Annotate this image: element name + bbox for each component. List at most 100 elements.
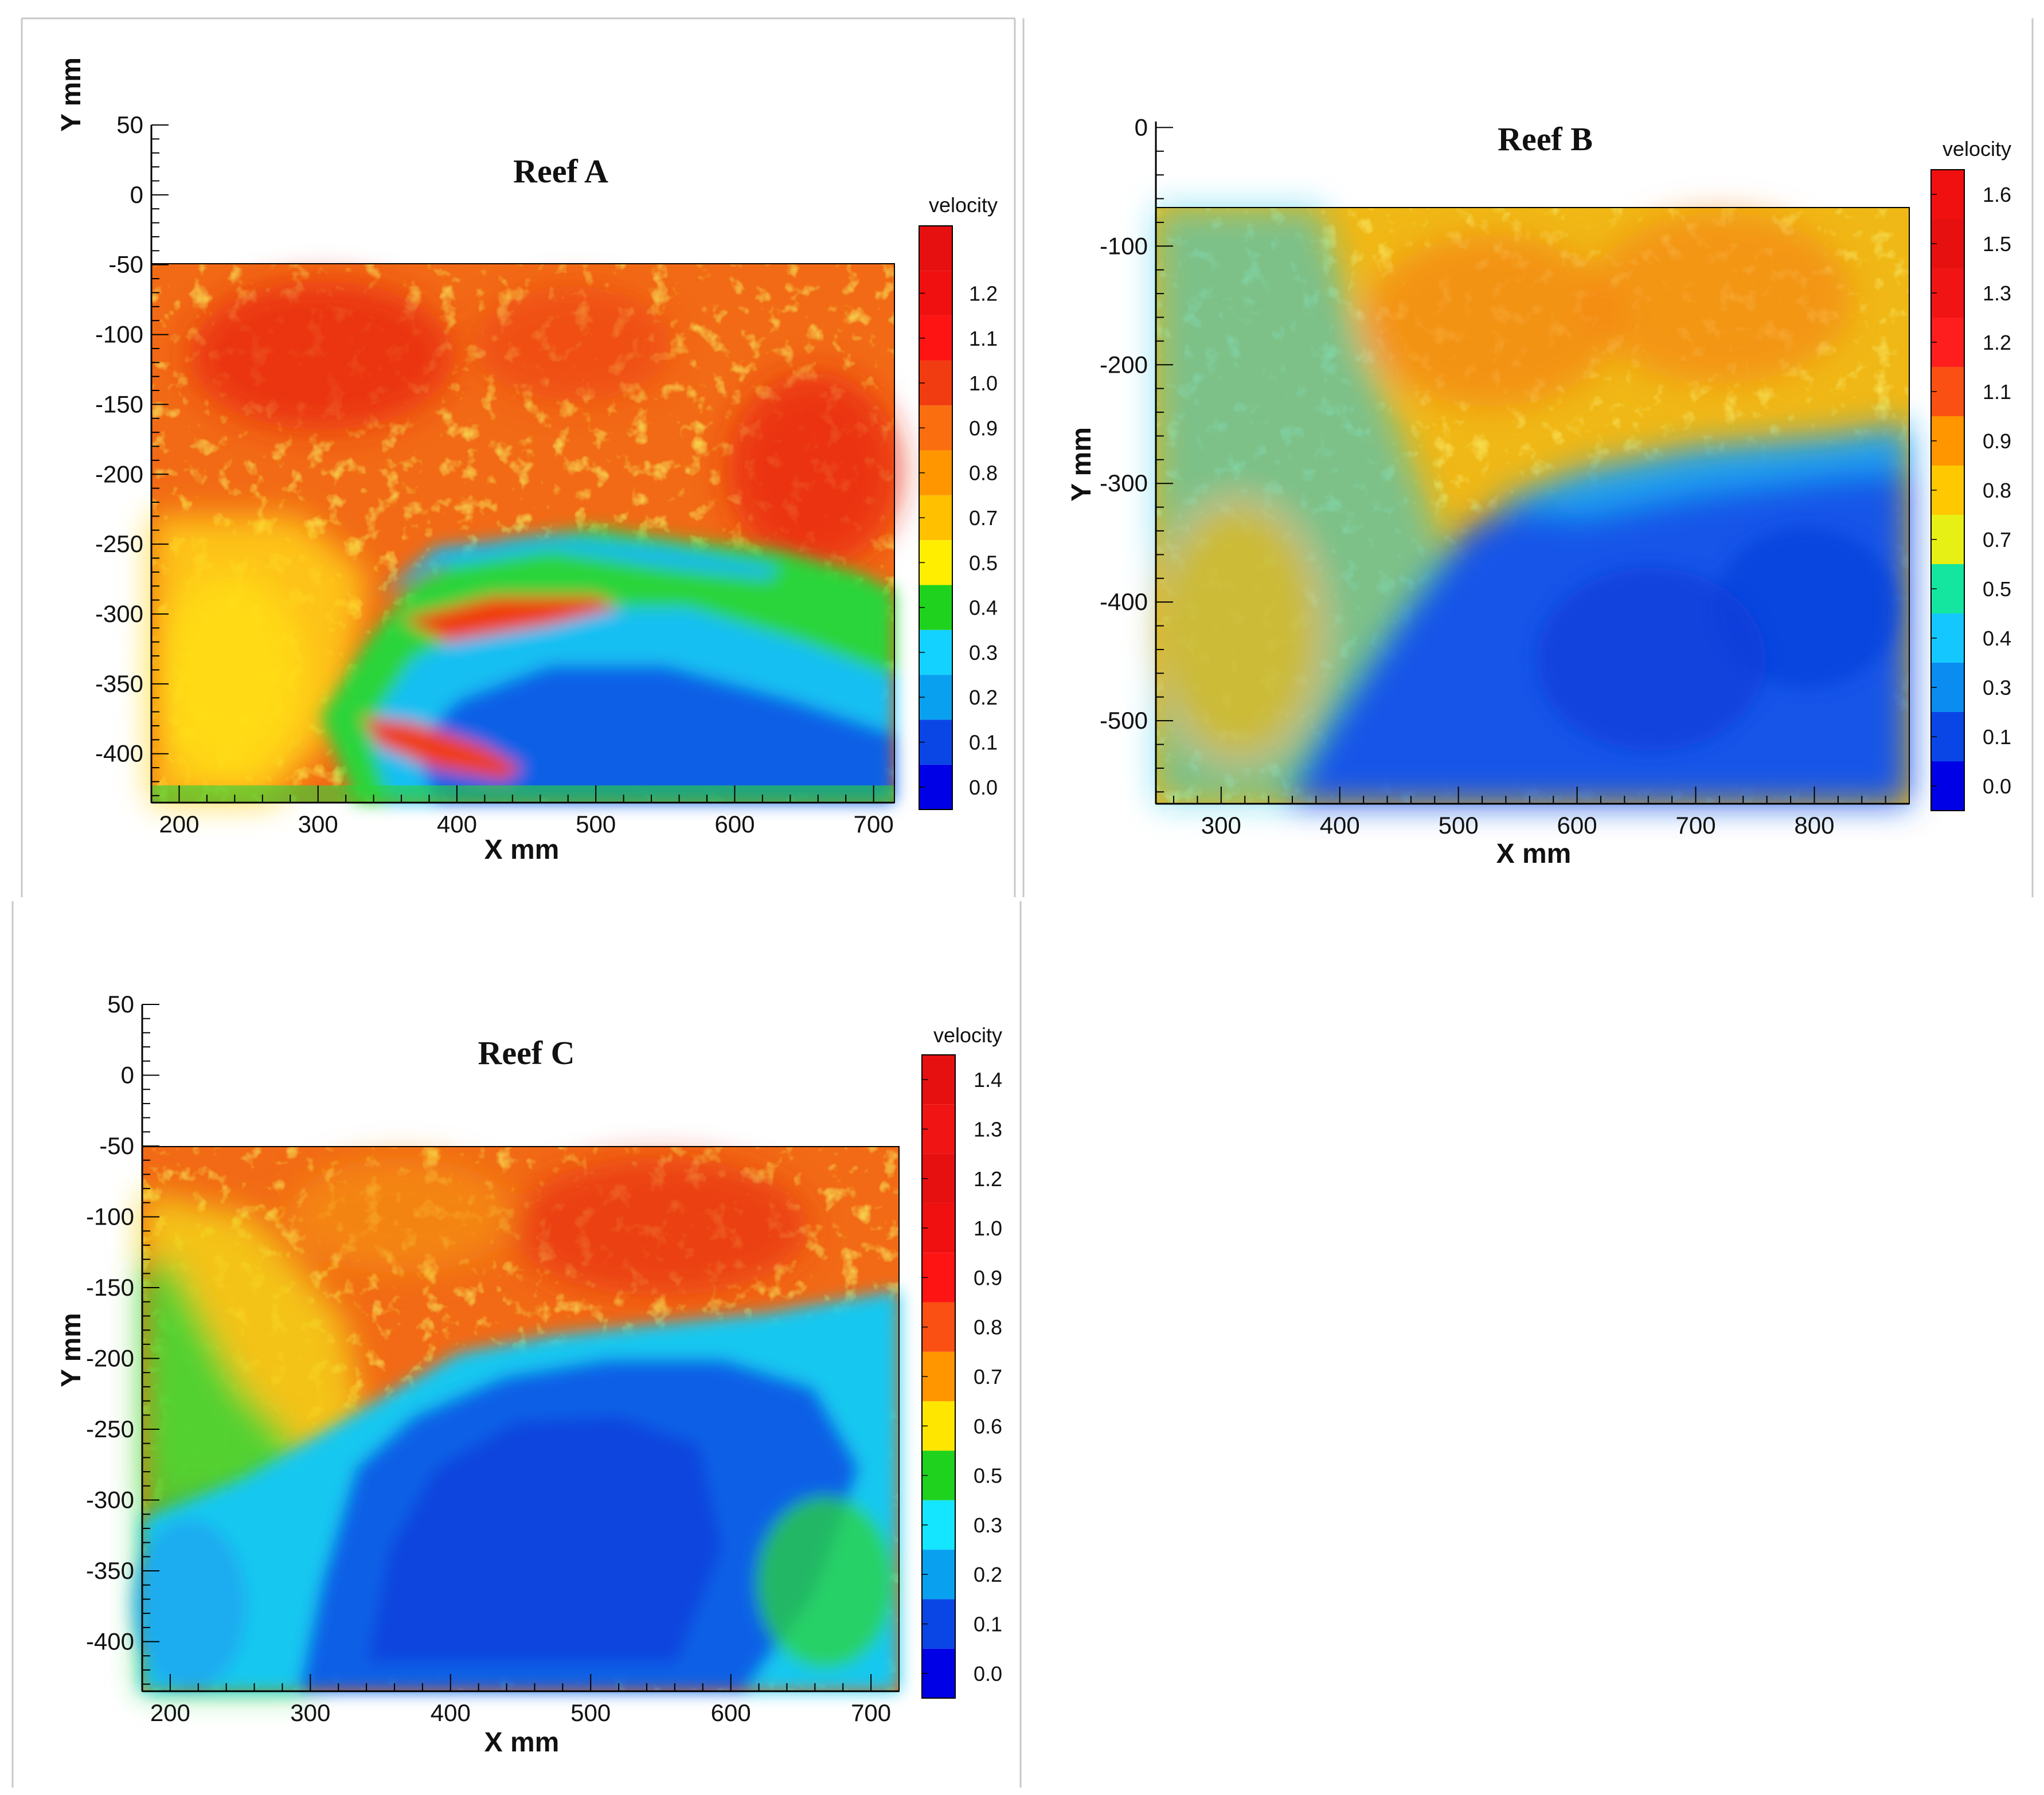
colorbar-label: 0.5 — [974, 1464, 1002, 1488]
y-tick-label: -100 — [95, 321, 143, 348]
y-tick-label: 0 — [1135, 114, 1148, 140]
colorbar-label: 1.3 — [974, 1117, 1002, 1141]
colorbar-label: 0.4 — [969, 596, 998, 620]
x-tick-label: 800 — [1794, 812, 1834, 839]
y-axis-label: Y mm — [1066, 427, 1097, 502]
colorbar-label: 1.3 — [1983, 281, 2011, 305]
axes-reef-b: 0 -100 -200 -300 -400 -500 300 400 500 600 700 800 — [1100, 114, 1910, 839]
colorbar-label: 0.9 — [1983, 429, 2011, 453]
colorbar-label: 0.5 — [969, 551, 998, 574]
y-tick-label: -100 — [86, 1203, 134, 1230]
y-tick-label: 0 — [121, 1062, 134, 1089]
x-axis-label: X mm — [484, 835, 560, 865]
colorbar-label: 0.5 — [1983, 577, 2011, 601]
y-tick-label: -400 — [1100, 588, 1148, 615]
x-tick-label: 500 — [1439, 812, 1479, 839]
x-tick-label: 700 — [854, 811, 894, 838]
colorbar-label: 1.0 — [969, 371, 998, 395]
colorbar-label: 0.2 — [974, 1563, 1002, 1586]
y-tick-label: -150 — [86, 1274, 134, 1301]
y-tick-label: -300 — [95, 600, 143, 627]
x-tick-label: 600 — [711, 1699, 751, 1726]
colorbar-label: 0.3 — [974, 1514, 1002, 1537]
y-tick-label: -350 — [86, 1557, 134, 1584]
y-tick-label: -500 — [1100, 707, 1148, 734]
colorbar-label: 0.6 — [974, 1414, 1002, 1438]
y-tick-label: -250 — [95, 530, 143, 557]
y-tick-label: -200 — [95, 460, 143, 487]
colorbar-swatch — [919, 226, 952, 271]
x-tick-label: 500 — [576, 811, 616, 838]
x-tick-label: 200 — [150, 1699, 190, 1726]
x-tick-label: 700 — [851, 1699, 891, 1726]
x-tick-label: 500 — [570, 1699, 611, 1726]
colorbar-label: 0.1 — [969, 731, 998, 754]
x-tick-label: 600 — [714, 811, 755, 838]
colorbar-label: 0.7 — [969, 506, 998, 530]
colorbar-label: 1.2 — [1983, 331, 2011, 354]
y-tick-label: -200 — [86, 1345, 134, 1372]
colorbar-label: 1.1 — [1983, 380, 2011, 404]
chart-title: Reef A — [513, 152, 608, 190]
velocity-field-reef-b — [1156, 208, 1909, 804]
x-axis-label: X mm — [1496, 839, 1572, 869]
y-tick-label: -350 — [95, 670, 143, 697]
colorbar-label: 0.4 — [1983, 627, 2011, 650]
colorbar-label: 0.3 — [969, 641, 998, 664]
x-tick-label: 700 — [1675, 812, 1715, 839]
y-tick-label: -150 — [95, 390, 143, 417]
colorbar-reef-c: 0.0 0.1 0.2 0.3 0.5 0.6 0.7 0.8 0.9 1.0 1.2 1.3 1.4 — [921, 1054, 1002, 1699]
x-tick-label: 300 — [298, 811, 338, 838]
colorbar-label: 1.4 — [974, 1068, 1002, 1092]
x-tick-label: 300 — [1201, 812, 1241, 839]
colorbar-label: 0.7 — [974, 1365, 1002, 1389]
colorbar-label: 1.6 — [1983, 183, 2011, 206]
colorbar-label: 1.1 — [969, 327, 998, 350]
y-tick-label: 0 — [130, 181, 143, 208]
colorbar-label: 1.0 — [974, 1217, 1002, 1240]
colorbar-title: velocity — [929, 193, 998, 217]
y-tick-label: -200 — [1100, 351, 1148, 378]
y-tick-label: -400 — [95, 740, 143, 767]
colorbar-label: 0.0 — [969, 776, 998, 799]
colorbar-label: 0.2 — [969, 686, 998, 709]
colorbar-label: 0.3 — [1983, 676, 2011, 699]
y-tick-label: -250 — [86, 1415, 134, 1442]
colorbar-reef-b: 0.0 0.1 0.3 0.4 0.5 0.7 0.8 0.9 1.1 1.2 1.3 1.5 1.6 — [1930, 169, 2011, 811]
colorbar-label: 0.7 — [1983, 528, 2011, 552]
y-tick-label: -300 — [86, 1487, 134, 1514]
colorbar-label: 0.1 — [974, 1613, 1002, 1636]
y-tick-label: -100 — [1100, 232, 1148, 259]
y-tick-label: 50 — [116, 111, 143, 138]
colorbar-label: 0.9 — [974, 1266, 1002, 1289]
colorbar-label: 0.0 — [974, 1662, 1002, 1685]
colorbar-title: velocity — [933, 1023, 1002, 1047]
x-tick-label: 400 — [437, 811, 477, 838]
y-tick-label: -300 — [1100, 470, 1148, 496]
x-tick-label: 300 — [290, 1699, 330, 1726]
colorbar-label: 0.8 — [974, 1316, 1002, 1339]
velocity-field-reef-c — [132, 1147, 899, 1691]
colorbar-reef-a: 0.0 0.1 0.2 0.3 0.4 0.5 0.7 0.8 0.9 1.0 1.1 1.2 — [919, 225, 998, 810]
y-tick-label: 50 — [107, 991, 134, 1018]
colorbar-label: 1.2 — [969, 281, 998, 305]
colorbar-label: 0.8 — [969, 462, 998, 485]
colorbar-label: 0.0 — [1983, 775, 2011, 798]
colorbar-label: 1.2 — [974, 1167, 1002, 1191]
chart-title: Reef B — [1498, 120, 1593, 158]
colorbar-title: velocity — [1943, 137, 2011, 161]
y-tick-label: -400 — [86, 1628, 134, 1655]
colorbar-label: 0.1 — [1983, 725, 2011, 749]
y-axis-label: Y mm — [56, 57, 87, 132]
y-tick-label: -50 — [99, 1132, 134, 1159]
y-axis-label: Y mm — [56, 1313, 87, 1387]
x-tick-label: 400 — [1320, 812, 1360, 839]
velocity-field-reef-a — [151, 264, 900, 803]
y-tick-label: -50 — [108, 251, 143, 278]
